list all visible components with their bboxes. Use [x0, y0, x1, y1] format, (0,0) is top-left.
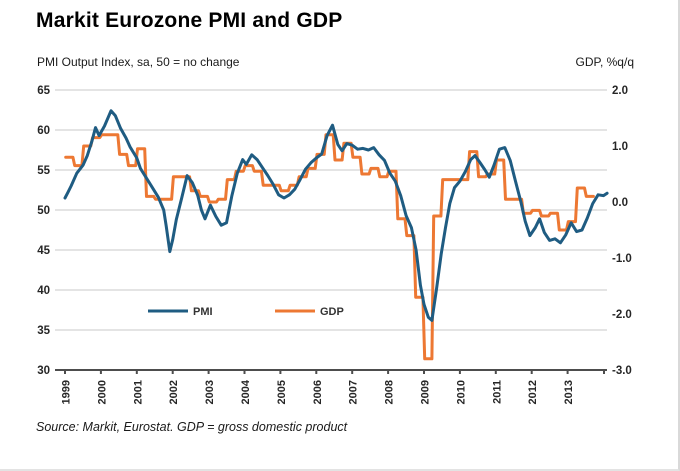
y-axis-label-left: 35: [37, 325, 50, 337]
y-axis-label-left: 65: [37, 85, 50, 97]
y-axis-label-right: -3.0: [612, 365, 632, 377]
x-axis-label: 2000: [96, 380, 108, 404]
x-axis-label: 2013: [563, 380, 575, 404]
legend-pmi-label: PMI: [193, 306, 213, 318]
y-axis-label-left: 30: [37, 365, 50, 377]
page-title: Markit Eurozone PMI and GDP: [36, 9, 343, 32]
x-axis-label: 2010: [455, 380, 467, 404]
x-axis-label: 2005: [276, 380, 288, 404]
gdp-line: [64, 133, 595, 361]
x-axis-label: 2012: [527, 380, 539, 404]
y-axis-label-left: 40: [37, 285, 50, 297]
y-axis-label-right: 1.0: [612, 141, 628, 153]
x-axis-label: 2011: [491, 380, 503, 404]
y-axis-label-right: 0.0: [612, 197, 628, 209]
x-axis-label: 1999: [61, 380, 73, 404]
x-axis-label: 2001: [132, 380, 144, 404]
y-axis-label-right: 2.0: [612, 85, 628, 97]
legend-gdp-label: GDP: [320, 306, 344, 318]
pmi-line: [63, 109, 609, 322]
y-axis-label-left: 45: [37, 245, 50, 257]
right-axis-title: GDP, %q/q: [575, 55, 634, 69]
y-axis-label-left: 60: [37, 125, 50, 137]
y-axis-label-left: 50: [37, 205, 50, 217]
y-axis-label-left: 55: [37, 165, 50, 177]
x-axis-label: 2006: [312, 380, 324, 404]
x-axis-label: 2003: [204, 380, 216, 404]
left-axis-title: PMI Output Index, sa, 50 = no change: [37, 55, 240, 69]
source-note: Source: Markit, Eurostat. GDP = gross do…: [36, 420, 348, 434]
x-axis-label: 2007: [348, 380, 360, 404]
y-axis-label-right: -2.0: [612, 309, 632, 321]
x-axis-label: 2002: [168, 380, 180, 404]
x-axis-label: 2009: [420, 380, 432, 404]
x-axis-label: 2008: [384, 380, 396, 404]
x-axis-label: 2004: [240, 379, 252, 404]
y-axis-label-right: -1.0: [612, 253, 632, 265]
